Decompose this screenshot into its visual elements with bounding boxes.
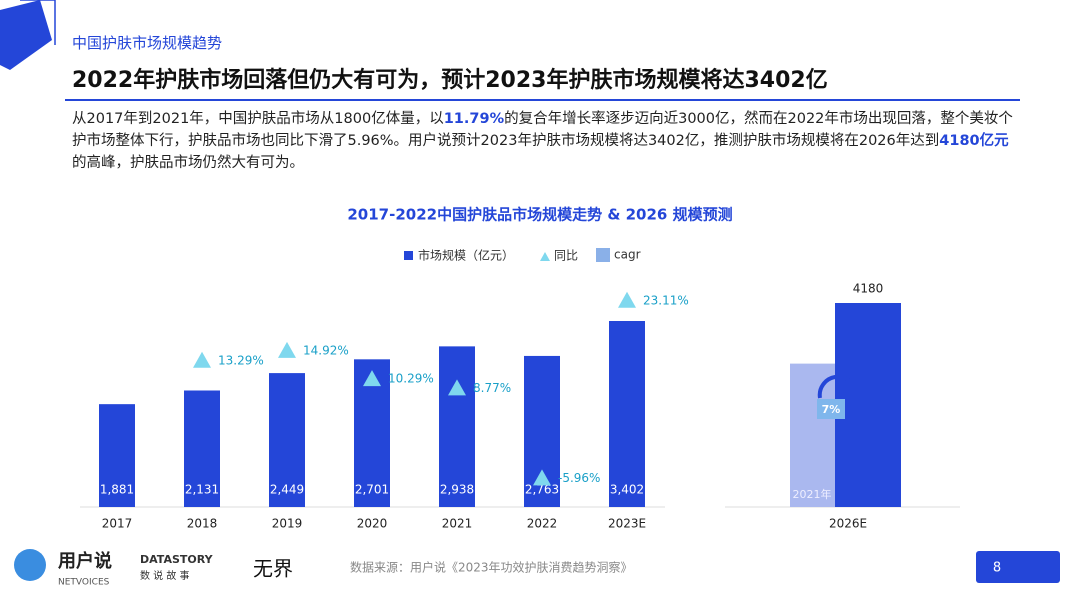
growth-label: 8.77% xyxy=(473,381,511,395)
decor xyxy=(20,0,56,45)
growth-label: 14.92% xyxy=(303,343,349,357)
source: 数据来源：用户说《2023年功效护肤消费趋势洞察》 xyxy=(350,560,633,575)
cagr-box xyxy=(817,399,845,419)
cagr-arc xyxy=(817,374,858,399)
growth-label: 10.29% xyxy=(388,372,434,386)
text: 的复合年增长率逐步迈向近3000亿，然而在2022年市场出现回落，整个美妆个护市… xyxy=(72,111,1013,149)
text: 从2017年到2021年，中国护肤品市场从1800亿体量，以 xyxy=(72,111,444,127)
bar xyxy=(184,390,220,507)
base-bar xyxy=(790,363,835,507)
forecast-label: 4180 xyxy=(853,282,884,296)
bar xyxy=(609,321,645,507)
x-tick-label: 2018 xyxy=(187,517,218,531)
legend-label: 同比 xyxy=(554,249,578,263)
bar xyxy=(439,346,475,507)
partner-cn: 数 说 故 事 xyxy=(140,569,190,582)
legend-swatch xyxy=(404,251,413,260)
section-title: 中国护肤市场规模趋势 xyxy=(72,34,223,52)
bar-label: 3,402 xyxy=(610,483,644,497)
growth-label: -5.96% xyxy=(558,471,600,485)
legend-swatch xyxy=(540,252,550,261)
bar xyxy=(269,373,305,507)
x-tick-label: 2023E xyxy=(608,517,646,531)
bar-label: 2,938 xyxy=(440,483,474,497)
cagr-label: 7% xyxy=(822,403,841,416)
brand-en: NETVOICES xyxy=(58,578,110,588)
decor xyxy=(0,0,52,70)
growth-marker xyxy=(278,341,296,358)
bar-label: 2,449 xyxy=(270,483,304,497)
bar xyxy=(99,404,135,507)
growth-marker xyxy=(193,351,211,368)
logo xyxy=(14,549,46,581)
x-tick-label: 2017 xyxy=(102,517,133,531)
text: 的高峰，护肤品市场仍然大有可为。 xyxy=(72,155,304,171)
page-number: 8 xyxy=(993,561,1001,576)
partner2: 无界 xyxy=(253,557,293,581)
bar-label: 1,881 xyxy=(100,483,134,497)
rule xyxy=(65,99,1020,101)
growth-marker xyxy=(448,379,466,396)
headline: 2022年护肤市场回落但仍大有可为，预计2023年护肤市场规模将达3402亿 xyxy=(72,68,828,93)
x-tick-label: 2022 xyxy=(527,517,558,531)
highlight: 11.79% xyxy=(443,111,505,127)
legend-label: cagr xyxy=(614,248,641,262)
bar-label: 2,701 xyxy=(355,483,389,497)
x-tick-label: 2021 xyxy=(442,517,473,531)
page-box xyxy=(976,551,1060,583)
growth-marker xyxy=(363,370,381,387)
legend-swatch xyxy=(596,248,610,262)
x-tick-label: 2019 xyxy=(272,517,303,531)
chart-title: 2017-2022中国护肤品市场规模走势 & 2026 规模预测 xyxy=(347,206,732,224)
x-tick-label: 2026E xyxy=(829,517,867,531)
highlight: 4180亿元 xyxy=(939,133,1009,149)
base-label: 2021年 xyxy=(793,487,832,501)
x-tick-label: 2020 xyxy=(357,517,388,531)
growth-label: 23.11% xyxy=(643,293,689,307)
forecast-bar xyxy=(835,303,901,507)
partner: DATASTORY xyxy=(140,553,214,566)
legend-label: 市场规模（亿元） xyxy=(418,248,514,263)
growth-marker xyxy=(533,469,551,486)
bar-label: 2,763 xyxy=(525,483,559,497)
bar-label: 2,131 xyxy=(185,483,219,497)
growth-label: 13.29% xyxy=(218,353,264,367)
paragraph: 从2017年到2021年，中国护肤品市场从1800亿体量，以11.79%的复合年… xyxy=(72,108,1017,174)
growth-marker xyxy=(618,291,636,308)
brand: 用户说 xyxy=(58,550,112,572)
